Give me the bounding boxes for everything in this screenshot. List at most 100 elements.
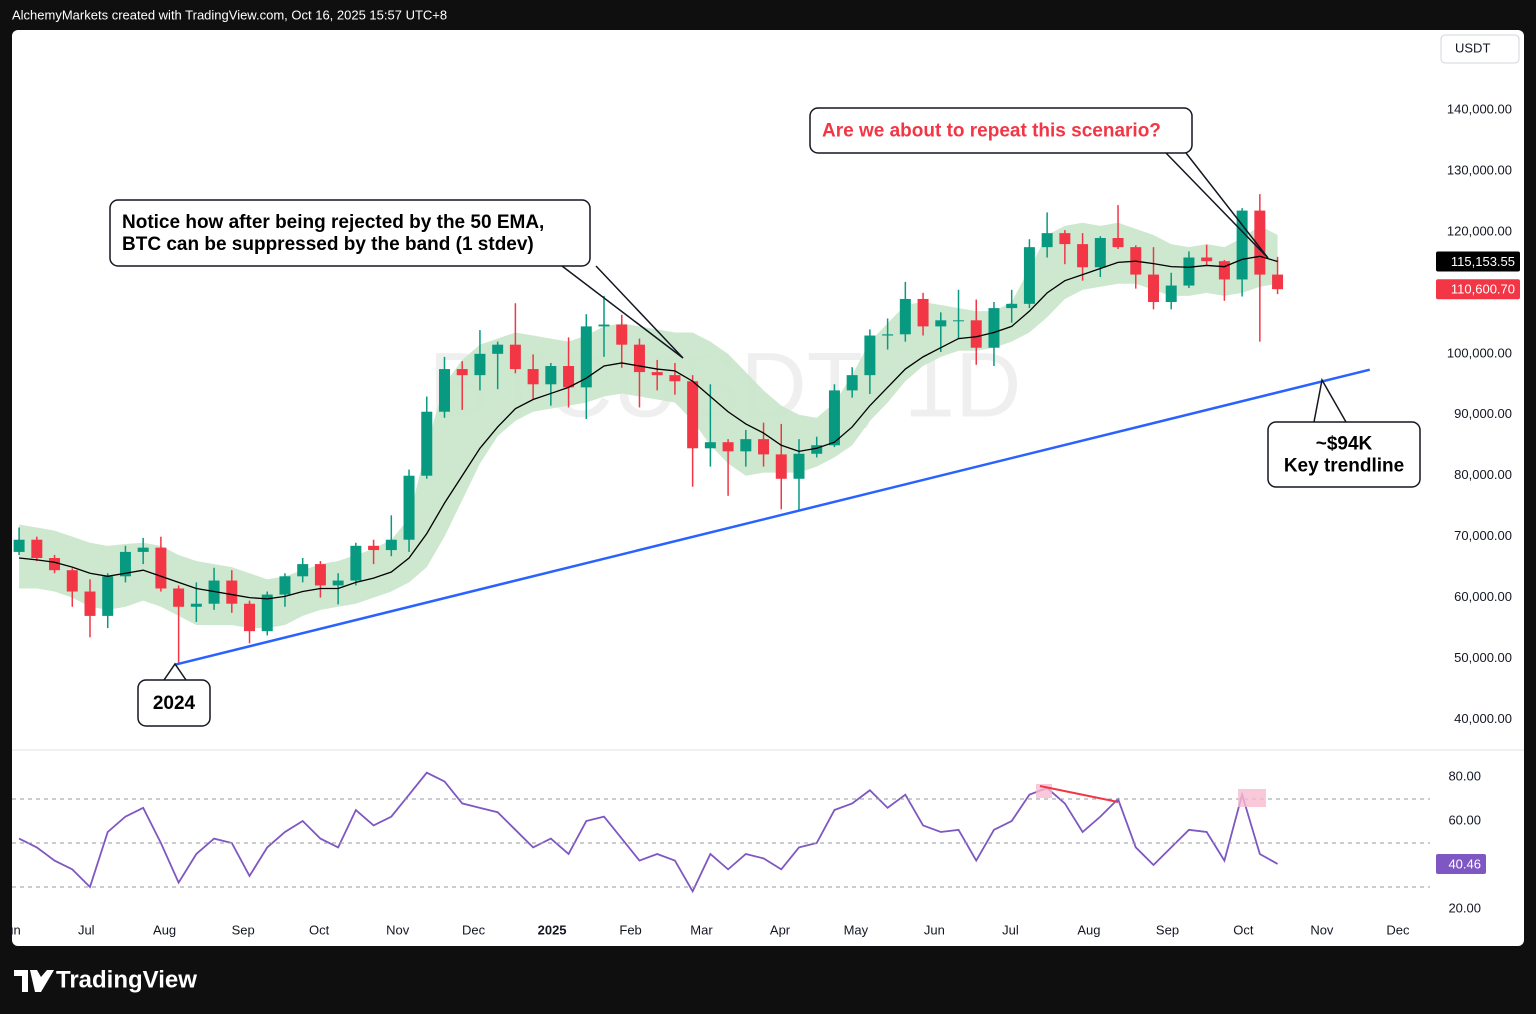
candle-body (456, 369, 468, 376)
x-tick-label: Nov (386, 922, 410, 937)
logo-icon (14, 970, 54, 992)
candle-body (846, 375, 858, 391)
callout-pointer (1313, 377, 1347, 423)
candle-body (722, 442, 734, 452)
chart-panel (12, 30, 1524, 946)
candle-body (279, 576, 291, 595)
header-text: AlchemyMarkets created with TradingView.… (12, 7, 447, 22)
x-tick-label: Apr (770, 922, 791, 937)
plot-area (13, 194, 1371, 894)
candle-body (385, 539, 397, 551)
callout-text: Key trendline (1284, 456, 1404, 477)
x-tick-label: Mar (690, 922, 713, 937)
candle-body (616, 324, 628, 345)
footer-logo: TradingView (14, 966, 197, 993)
x-tick-label: Sep (232, 922, 255, 937)
ema-line (19, 255, 1278, 600)
callout-pointer (1165, 152, 1269, 259)
y-tick-label: 100,000.00 (1447, 345, 1512, 360)
y-tick-label: 140,000.00 (1447, 101, 1512, 116)
candle-body (563, 366, 575, 388)
y-tick-label: 60,000.00 (1454, 589, 1512, 604)
candle-body (1183, 257, 1195, 286)
callout-box (109, 199, 591, 267)
callout-text: BTC can be suppressed by the band (1 std… (122, 234, 534, 255)
rsi-tick-label: 80.00 (1448, 768, 1481, 783)
candle-body (669, 375, 681, 382)
x-tick-label: Oct (1233, 922, 1254, 937)
y-tick-label: 40,000.00 (1454, 711, 1512, 726)
x-tick-label: Jun (0, 922, 21, 937)
callout-text: ~$94K (1316, 434, 1373, 455)
x-tick-label: Dec (1386, 922, 1410, 937)
candle-body (1077, 244, 1089, 268)
candle-body (421, 411, 433, 476)
chart: BTCUSDT, 1D40,000.0050,000.0060,000.0070… (0, 34, 1520, 946)
candle-body (438, 369, 450, 412)
candle-body (758, 439, 770, 455)
y-tick-label: 50,000.00 (1454, 650, 1512, 665)
callout-pointer (163, 662, 187, 681)
candle-body (1041, 233, 1053, 248)
x-tick-label: 2025 (538, 922, 567, 937)
x-tick-label: May (844, 922, 869, 937)
candle-body (173, 588, 185, 607)
callout-box (809, 107, 1193, 154)
candle-body (350, 545, 362, 581)
callout-box (137, 679, 211, 727)
candle-body (740, 439, 752, 452)
candle-body (1272, 274, 1284, 290)
candle-body (811, 445, 823, 454)
candle-body (1147, 274, 1159, 303)
candle-body (545, 366, 557, 385)
candle-body (828, 390, 840, 446)
candle-body (598, 324, 610, 327)
candle-body (244, 603, 256, 632)
candle-body (1094, 238, 1106, 268)
candle-body (137, 547, 149, 552)
candle-body (226, 580, 238, 604)
price-badge-label: 110,600.70 (1451, 282, 1515, 297)
candle-body (633, 344, 645, 373)
candle-body (102, 576, 114, 616)
candle-body (261, 594, 273, 632)
rsi-divergence (1036, 784, 1266, 807)
candle-body (31, 539, 43, 559)
brand-name: TradingView (56, 966, 197, 993)
callout-pointer (561, 265, 684, 359)
candle-body (1254, 210, 1266, 275)
price-badge (1436, 279, 1520, 300)
candle-body (1006, 303, 1018, 309)
x-tick-label: Nov (1310, 922, 1334, 937)
currency-box (1440, 34, 1520, 64)
candle-body (403, 475, 415, 540)
stdev-band (19, 222, 1278, 629)
candle-body (651, 372, 663, 376)
callout-text: Notice how after being rejected by the 5… (122, 212, 544, 233)
candle-body (580, 326, 592, 388)
candle-body (1165, 285, 1177, 303)
x-tick-label: Aug (153, 922, 176, 937)
trendline (174, 368, 1371, 666)
candle-body (368, 545, 380, 551)
candle-body (687, 381, 699, 449)
candle-body (332, 580, 344, 586)
divergence-line (1039, 785, 1119, 803)
candle-body (66, 570, 78, 592)
candle-body (953, 320, 965, 322)
callout-text: 2024 (153, 693, 196, 714)
candle-body (13, 539, 25, 552)
candle-body (297, 564, 309, 577)
x-tick-label: Feb (619, 922, 641, 937)
y-tick-label: 70,000.00 (1454, 528, 1512, 543)
candle-body (314, 564, 326, 586)
y-tick-label: 130,000.00 (1447, 162, 1512, 177)
candle-body (775, 454, 787, 479)
callout-box (1267, 421, 1421, 488)
candle-body (1218, 261, 1230, 280)
candle-body (988, 308, 1000, 348)
rsi-badge (1436, 853, 1486, 874)
x-tick-label: Aug (1077, 922, 1100, 937)
candle-body (527, 369, 539, 385)
